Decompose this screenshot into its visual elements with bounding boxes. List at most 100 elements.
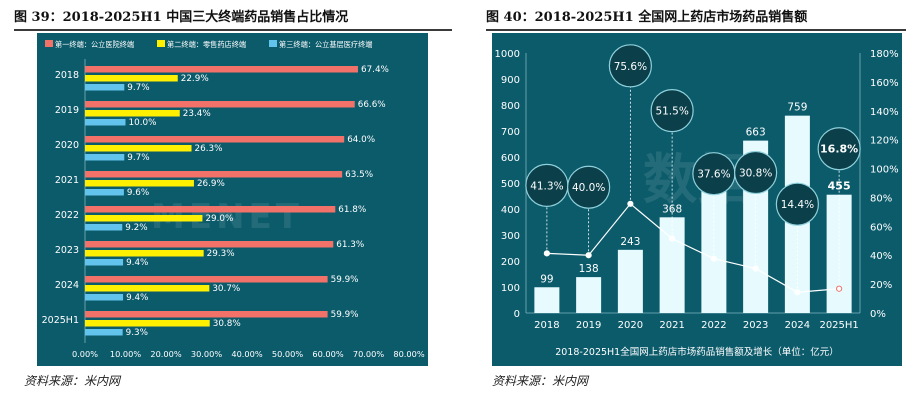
data-label: 9.3%: [126, 328, 148, 338]
bar: [85, 241, 334, 248]
left-y-tick-label: 0: [514, 309, 520, 320]
right-y-tick-label: 180%: [870, 49, 899, 60]
bar-value-label: 243: [620, 236, 640, 248]
bar: [85, 145, 192, 152]
bar: [701, 181, 727, 313]
growth-bubble: [734, 150, 778, 195]
x-tick-label: 2020: [618, 320, 643, 331]
bar: [85, 119, 126, 126]
legend-swatch: [157, 40, 165, 47]
x-tick-label: 2018: [534, 320, 559, 331]
left-y-tick-label: 900: [501, 75, 520, 86]
legend-label: 第三终端：公立基层医疗终端: [279, 40, 372, 49]
data-label: 9.6%: [127, 188, 149, 198]
right-y-tick-label: 140%: [870, 107, 899, 118]
left-chart-panel: MENET 第一终端：公立医院终端 第二终端：零售药店终端 第三终端：公立基层医疗终端…: [37, 33, 428, 366]
growth-point: [752, 265, 759, 272]
bar: [85, 320, 210, 327]
category-label: 2021: [55, 175, 79, 186]
right-figure-title: 图 40：2018-2025H1 全国网上药店市场药品销售额: [486, 10, 808, 25]
data-label: 9.2%: [125, 223, 147, 233]
right-y-tick-label: 160%: [870, 78, 899, 89]
left-y-tick-label: 700: [501, 127, 520, 138]
x-tick-label: 20.00%: [150, 349, 181, 359]
legend-swatch: [45, 40, 53, 47]
data-label: 29.0%: [205, 214, 233, 224]
bar: [85, 136, 345, 143]
growth-bubble: [817, 127, 861, 171]
right-title-rule: [486, 29, 906, 31]
data-label: 64.0%: [347, 135, 375, 145]
bar-value-label: 455: [828, 180, 851, 193]
x-tick-label: 2023: [743, 320, 768, 331]
left-y-tick-label: 400: [501, 205, 520, 216]
data-label: 23.4%: [183, 109, 211, 119]
right-y-tick-label: 0%: [870, 309, 886, 320]
bar: [85, 311, 328, 318]
bar: [85, 285, 210, 292]
category-label: 2018: [55, 70, 79, 81]
growth-point: [627, 200, 634, 207]
bar: [85, 75, 178, 82]
bar: [85, 110, 180, 117]
bar-value-label: 99: [540, 273, 553, 285]
legend-label: 第二终端：零售药店终端: [167, 40, 246, 49]
right-y-tick-label: 80%: [870, 193, 892, 204]
growth-label: 41.3%: [530, 180, 563, 192]
data-label: 63.5%: [345, 170, 373, 180]
category-label: 2025H1: [42, 315, 79, 326]
bar: [85, 189, 124, 196]
bar: [85, 224, 123, 231]
growth-bubble: [775, 182, 819, 226]
left-y-tick-label: 300: [501, 231, 520, 242]
x-tick-label: 10.00%: [110, 349, 141, 359]
growth-label: 30.8%: [739, 168, 772, 180]
right-y-tick-label: 20%: [870, 280, 892, 291]
right-y-tick-label: 40%: [870, 251, 892, 262]
legend-label: 第一终端：公立医院终端: [55, 40, 134, 49]
data-label: 61.3%: [336, 240, 364, 250]
growth-point: [836, 285, 843, 292]
right-y-tick-label: 100%: [870, 165, 899, 176]
growth-point: [669, 235, 676, 242]
growth-label: 40.0%: [572, 182, 605, 194]
data-label: 10.0%: [129, 118, 157, 128]
x-tick-label: 80.00%: [393, 349, 424, 359]
x-tick-label: 60.00%: [312, 349, 343, 359]
data-label: 67.4%: [361, 65, 389, 75]
bar: [85, 101, 355, 108]
data-label: 9.4%: [126, 293, 148, 303]
bar-value-label: 759: [787, 102, 807, 114]
bar: [85, 171, 343, 178]
left-source: 资料来源：米内网: [24, 374, 121, 388]
data-label: 26.3%: [195, 144, 223, 154]
bar: [85, 66, 358, 73]
data-label: 9.7%: [127, 153, 149, 163]
left-title-rule: [14, 29, 452, 31]
growth-line: [546, 202, 840, 293]
left-y-tick-label: 600: [501, 153, 520, 164]
data-label: 59.9%: [331, 310, 359, 320]
bar: [534, 287, 560, 313]
category-label: 2022: [55, 210, 79, 221]
growth-bubble: [567, 165, 611, 209]
bar: [85, 259, 124, 266]
data-label: 22.9%: [181, 74, 209, 84]
data-label: 61.8%: [338, 205, 366, 215]
x-tick-label: 2022: [701, 320, 726, 331]
bar-value-label: 138: [579, 263, 599, 275]
x-tick-label: 30.00%: [191, 349, 222, 359]
growth-label: 51.5%: [655, 106, 688, 118]
chart-caption: 2018-2025H1全国网上药店市场药品销售额及增长（单位：亿元）: [555, 346, 838, 358]
legend-swatch: [269, 40, 277, 47]
right-chart-panel: 数据010020030040050060070080090010000%20%4…: [492, 33, 902, 366]
bar: [85, 250, 204, 257]
growth-label: 14.4%: [781, 199, 814, 211]
x-tick-label: 2024: [785, 320, 810, 331]
data-label: 29.3%: [207, 249, 235, 259]
growth-label: 16.8%: [820, 143, 858, 156]
x-tick-label: 2021: [659, 320, 684, 331]
bar: [85, 154, 125, 161]
x-tick-label: 2019: [576, 320, 601, 331]
